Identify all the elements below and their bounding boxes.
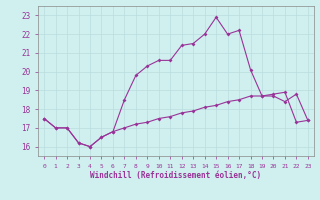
X-axis label: Windchill (Refroidissement éolien,°C): Windchill (Refroidissement éolien,°C) bbox=[91, 171, 261, 180]
